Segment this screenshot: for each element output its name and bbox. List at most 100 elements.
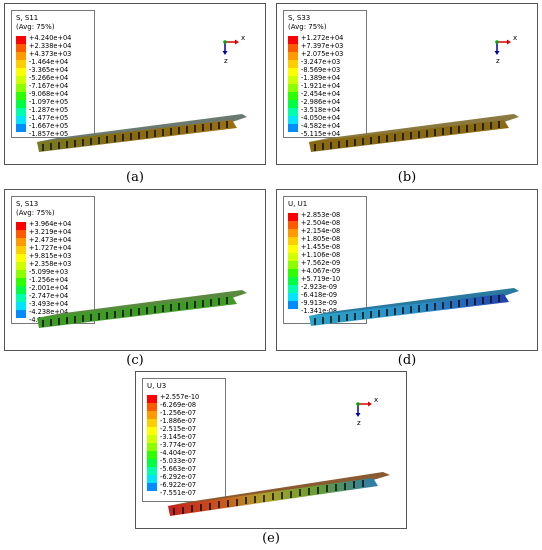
color-swatch [16,270,26,278]
color-swatch [147,475,157,483]
caption-a: (a) [126,170,144,185]
legend-value: -1.921e+04 [301,82,341,90]
color-swatch [16,68,26,76]
color-scale [16,36,26,138]
legend-value: +3.219e+04 [29,228,72,236]
legend-value: +1.272e+04 [301,34,344,42]
color-scale [288,36,298,138]
legend-title: S, S33 [288,14,311,22]
color-swatch [16,84,26,92]
beam-teeth [314,121,500,151]
color-swatch [147,459,157,467]
color-swatch [288,213,298,221]
color-swatch [16,238,26,246]
axis-triad-icon [222,39,239,55]
color-swatch [16,100,26,108]
legend-value: -2.454e+04 [301,90,341,98]
legend-value: +4.373e+03 [29,50,72,58]
color-swatch [16,246,26,254]
legend-value: -3.145e-07 [160,433,197,441]
color-swatch [147,411,157,419]
color-swatch [16,60,26,68]
legend-value: +2.853e-08 [301,211,341,219]
color-swatch [147,395,157,403]
legend-values: +2.853e-08 +2.504e-08 +2.154e-08 +1.805e-08… [301,211,340,315]
legend-title: U, U1 [288,200,308,208]
color-swatch [16,92,26,100]
legend-d: U, U1 +2.853e-08 +2.504e-08 +2.154e-08 +1.8… [283,196,367,324]
legend-value: -1.287e+05 [29,106,69,114]
color-swatch [288,261,298,269]
axis-x-label: x [374,396,379,404]
color-swatch [16,124,26,132]
color-swatch [16,278,26,286]
legend-value: -1.389e+04 [301,74,341,82]
legend-title: S, S13 [16,200,39,208]
color-swatch [288,76,298,84]
panel-e: U, U3 +2.557e-10 -6.269e-08 -1.256e-07 -1.8… [135,371,407,529]
legend-value: +1.455e-08 [301,243,341,251]
axis-triad-icon [355,401,372,417]
legend-value: -5.266e+04 [29,74,69,82]
legend-value: -6.922e-07 [160,481,197,489]
color-swatch [16,230,26,238]
color-swatch [16,254,26,262]
legend-values: +2.557e-10 -6.269e-08 -1.256e-07 -1.886e-07… [160,393,199,497]
color-swatch [288,108,298,116]
beam-model [37,290,247,328]
legend-value: -1.886e-07 [160,417,197,425]
legend-value: -3.247e+03 [301,58,341,66]
color-swatch [288,245,298,253]
color-swatch [16,294,26,302]
legend-value: +2.358e+03 [29,260,72,268]
legend-value: -5.663e-07 [160,465,197,473]
color-scale [147,395,157,497]
legend-c: S, S13 (Avg: 75%) +3.964e+04 +3.219e+04 +2… [11,196,95,324]
axis-x-label: x [513,34,518,42]
color-swatch [288,277,298,285]
legend-value: +1.805e-08 [301,235,341,243]
color-swatch [288,68,298,76]
color-swatch [288,293,298,301]
legend-value: -2.001e+04 [29,284,69,292]
legend-a: S, S11 (Avg: 75%) +4.240e+04 +2.338e+04 +4… [11,10,95,138]
color-swatch [288,100,298,108]
color-swatch [16,76,26,84]
beam-model [168,472,390,516]
legend-value: -7.551e-07 [160,489,197,497]
color-swatch [288,84,298,92]
color-swatch [288,269,298,277]
color-swatch [147,427,157,435]
legend-value: -5.115e+04 [301,130,341,138]
legend-value: -9.068e+04 [29,90,69,98]
legend-avg: (Avg: 75%) [288,23,327,31]
color-swatch [16,302,26,310]
color-swatch [147,419,157,427]
color-swatch [288,285,298,293]
caption-e: (e) [262,531,280,546]
legend-value: -1.256e+04 [29,276,69,284]
color-swatch [288,44,298,52]
legend-value: +2.154e-08 [301,227,341,235]
legend-value: -4.238e+04 [29,308,69,316]
legend-value: -3.774e-07 [160,441,197,449]
color-swatch [288,237,298,245]
legend-value: -1.667e+05 [29,122,69,130]
legend-avg: (Avg: 75%) [16,209,55,217]
color-swatch [288,52,298,60]
legend-value: -3.365e+04 [29,66,69,74]
legend-value: +7.397e+03 [301,42,344,50]
color-swatch [16,108,26,116]
legend-value: +4.067e-09 [301,267,341,275]
legend-value: -6.292e-07 [160,473,197,481]
color-swatch [147,435,157,443]
color-swatch [16,310,26,318]
color-swatch [288,116,298,124]
panel-d: U, U1 +2.853e-08 +2.504e-08 +2.154e-08 +1.8… [276,189,538,351]
color-swatch [147,467,157,475]
legend-value: -6.269e-08 [160,401,197,409]
color-swatch [288,221,298,229]
legend-value: -1.256e-07 [160,409,197,417]
legend-value: -1.857e+05 [29,130,69,138]
axis-x-label: x [241,34,246,42]
